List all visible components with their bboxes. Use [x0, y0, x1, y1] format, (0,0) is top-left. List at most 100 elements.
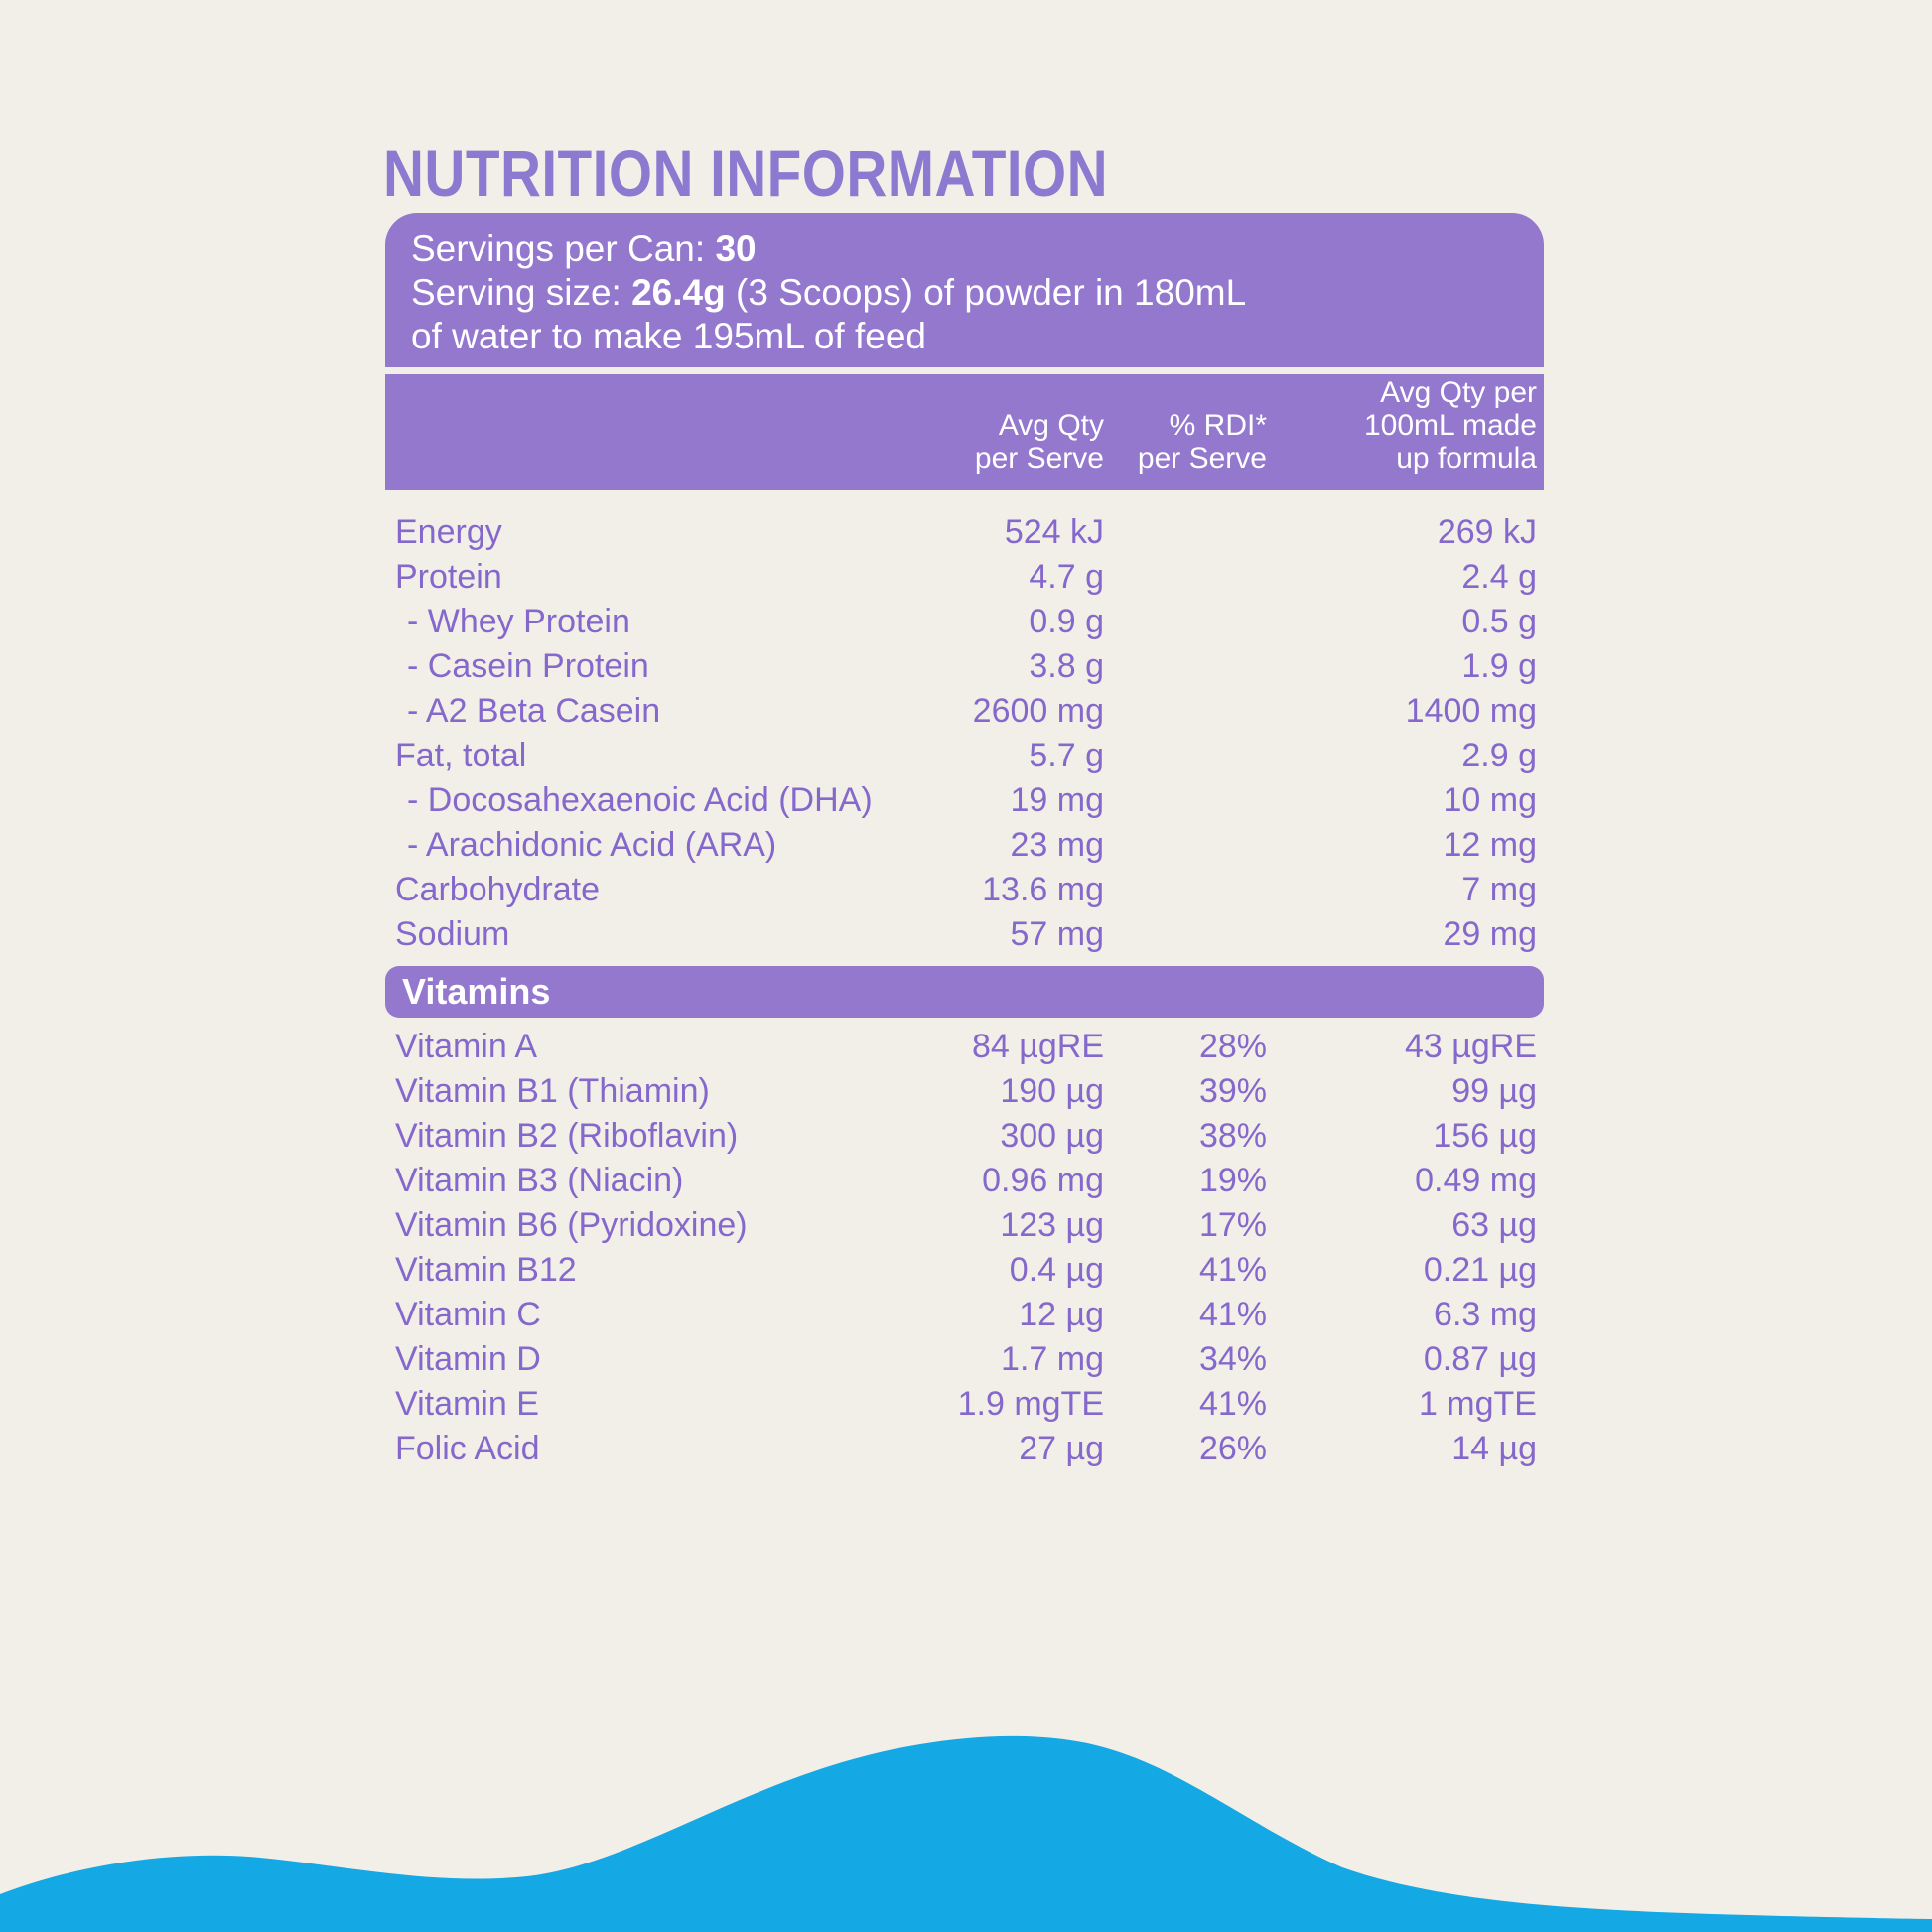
- row-value-per-100ml: 1400 mg: [1405, 692, 1537, 730]
- row-value-per-100ml: 14 µg: [1451, 1430, 1537, 1467]
- table-row: Vitamin B2 (Riboflavin) 300 µg 38% 156 µ…: [385, 1114, 1544, 1159]
- row-value-per-100ml: 12 mg: [1443, 826, 1538, 864]
- row-label: Vitamin B3 (Niacin): [395, 1162, 684, 1199]
- row-value-per-serve: 1.9 mgTE: [957, 1385, 1104, 1423]
- row-value-per-serve: 12 µg: [1019, 1296, 1104, 1333]
- row-value-rdi: 41%: [1198, 1385, 1267, 1423]
- row-label: Vitamin B6 (Pyridoxine): [395, 1206, 748, 1244]
- table-row: Sodium 57 mg 29 mg: [385, 912, 1544, 957]
- row-label: Vitamin B2 (Riboflavin): [395, 1117, 739, 1155]
- row-value-per-serve: 23 mg: [1010, 826, 1105, 864]
- row-value-per-100ml: 10 mg: [1443, 781, 1538, 819]
- column-header-rdi-per-serve: % RDI* per Serve: [1137, 409, 1267, 475]
- row-value-per-serve: 4.7 g: [1029, 558, 1104, 596]
- row-value-per-100ml: 43 µgRE: [1405, 1028, 1537, 1065]
- row-label: Vitamin D: [395, 1340, 541, 1378]
- row-value-per-100ml: 1.9 g: [1461, 647, 1537, 685]
- table-row: Carbohydrate 13.6 mg 7 mg: [385, 868, 1544, 912]
- row-value-per-100ml: 7 mg: [1461, 871, 1537, 908]
- row-value-per-100ml: 2.9 g: [1461, 737, 1537, 774]
- row-value-rdi: 19%: [1198, 1162, 1267, 1199]
- row-value-rdi: 41%: [1198, 1296, 1267, 1333]
- table-row: - Whey Protein 0.9 g 0.5 g: [385, 600, 1544, 644]
- row-value-per-serve: 300 µg: [1000, 1117, 1104, 1155]
- wave-decoration: [0, 1735, 1932, 1932]
- row-value-rdi: 34%: [1198, 1340, 1267, 1378]
- row-value-per-100ml: 269 kJ: [1437, 513, 1537, 551]
- row-value-per-100ml: 63 µg: [1451, 1206, 1537, 1244]
- row-value-rdi: 38%: [1198, 1117, 1267, 1155]
- row-label: - Docosahexaenoic Acid (DHA): [407, 781, 873, 819]
- row-value-per-100ml: 29 mg: [1443, 915, 1538, 953]
- servings-label: Servings per Can:: [411, 228, 716, 269]
- vitamin-rows: Vitamin A 84 µgRE 28% 43 µgRE Vitamin B1…: [385, 1025, 1544, 1471]
- table-row: Vitamin E 1.9 mgTE 41% 1 mgTE: [385, 1382, 1544, 1427]
- serving-size-line: Serving size: 26.4g (3 Scoops) of powder…: [411, 271, 1518, 315]
- column-header-avg-qty-per-serve: Avg Qty per Serve: [974, 409, 1104, 475]
- row-value-per-100ml: 156 µg: [1433, 1117, 1537, 1155]
- table-row: Fat, total 5.7 g 2.9 g: [385, 734, 1544, 778]
- servings-per-can-line: Servings per Can: 30: [411, 227, 1518, 271]
- row-value-per-serve: 123 µg: [1000, 1206, 1104, 1244]
- row-value-per-100ml: 2.4 g: [1461, 558, 1537, 596]
- row-label: Sodium: [395, 915, 510, 953]
- row-label: - Whey Protein: [407, 603, 630, 640]
- vitamins-section-header: Vitamins: [385, 966, 1544, 1018]
- row-value-per-serve: 524 kJ: [1004, 513, 1104, 551]
- table-row: Vitamin B1 (Thiamin) 190 µg 39% 99 µg: [385, 1069, 1544, 1114]
- row-value-per-serve: 57 mg: [1010, 915, 1105, 953]
- row-value-rdi: 17%: [1198, 1206, 1267, 1244]
- table-row: - Arachidonic Acid (ARA) 23 mg 12 mg: [385, 823, 1544, 868]
- table-row: Folic Acid 27 µg 26% 14 µg: [385, 1427, 1544, 1471]
- serving-size-label: Serving size:: [411, 272, 632, 313]
- row-label: Energy: [395, 513, 502, 551]
- table-row: Protein 4.7 g 2.4 g: [385, 555, 1544, 600]
- row-value-per-serve: 0.9 g: [1029, 603, 1104, 640]
- serving-size-line-2: of water to make 195mL of feed: [411, 316, 926, 356]
- row-value-per-serve: 84 µgRE: [972, 1028, 1104, 1065]
- table-row: - A2 Beta Casein 2600 mg 1400 mg: [385, 689, 1544, 734]
- row-label: - A2 Beta Casein: [407, 692, 661, 730]
- table-row: - Casein Protein 3.8 g 1.9 g: [385, 644, 1544, 689]
- row-value-rdi: 39%: [1198, 1072, 1267, 1110]
- row-value-per-100ml: 99 µg: [1451, 1072, 1537, 1110]
- row-value-per-100ml: 6.3 mg: [1434, 1296, 1537, 1333]
- table-row: Vitamin B12 0.4 µg 41% 0.21 µg: [385, 1248, 1544, 1293]
- row-label: Vitamin A: [395, 1028, 538, 1065]
- serving-size-suffix: (3 Scoops) of powder in 180mL: [725, 272, 1247, 313]
- table-row: Vitamin D 1.7 mg 34% 0.87 µg: [385, 1337, 1544, 1382]
- servings-value: 30: [715, 228, 757, 269]
- row-value-per-serve: 190 µg: [1000, 1072, 1104, 1110]
- row-value-per-serve: 3.8 g: [1029, 647, 1104, 685]
- row-value-per-serve: 13.6 mg: [982, 871, 1104, 908]
- table-row: Vitamin B3 (Niacin) 0.96 mg 19% 0.49 mg: [385, 1159, 1544, 1203]
- row-value-per-serve: 5.7 g: [1029, 737, 1104, 774]
- row-label: Vitamin B1 (Thiamin): [395, 1072, 710, 1110]
- table-column-headers: Avg Qty per Serve % RDI* per Serve Avg Q…: [385, 374, 1544, 490]
- row-value-rdi: 26%: [1198, 1430, 1267, 1467]
- row-label: - Arachidonic Acid (ARA): [407, 826, 777, 864]
- table-row: - Docosahexaenoic Acid (DHA) 19 mg 10 mg: [385, 778, 1544, 823]
- row-label: Carbohydrate: [395, 871, 601, 908]
- row-label: Folic Acid: [395, 1430, 540, 1467]
- row-value-per-serve: 2600 mg: [972, 692, 1104, 730]
- serving-info-box: Servings per Can: 30 Serving size: 26.4g…: [385, 213, 1544, 367]
- row-label: Vitamin C: [395, 1296, 541, 1333]
- table-row: Vitamin C 12 µg 41% 6.3 mg: [385, 1293, 1544, 1337]
- row-value-per-100ml: 0.21 µg: [1423, 1251, 1537, 1289]
- table-row: Vitamin A 84 µgRE 28% 43 µgRE: [385, 1025, 1544, 1069]
- row-value-per-serve: 0.96 mg: [982, 1162, 1104, 1199]
- row-value-per-100ml: 0.5 g: [1461, 603, 1537, 640]
- row-label: Vitamin B12: [395, 1251, 577, 1289]
- row-label: Fat, total: [395, 737, 527, 774]
- table-row: Vitamin B6 (Pyridoxine) 123 µg 17% 63 µg: [385, 1203, 1544, 1248]
- row-value-rdi: 41%: [1198, 1251, 1267, 1289]
- page-title: NUTRITION INFORMATION: [383, 136, 1109, 209]
- row-label: - Casein Protein: [407, 647, 649, 685]
- table-row: Energy 524 kJ 269 kJ: [385, 510, 1544, 555]
- nutrient-rows: Energy 524 kJ 269 kJ Protein 4.7 g 2.4 g…: [385, 510, 1544, 957]
- row-value-per-100ml: 0.87 µg: [1423, 1340, 1537, 1378]
- row-value-per-serve: 1.7 mg: [1001, 1340, 1104, 1378]
- row-value-per-100ml: 1 mgTE: [1418, 1385, 1537, 1423]
